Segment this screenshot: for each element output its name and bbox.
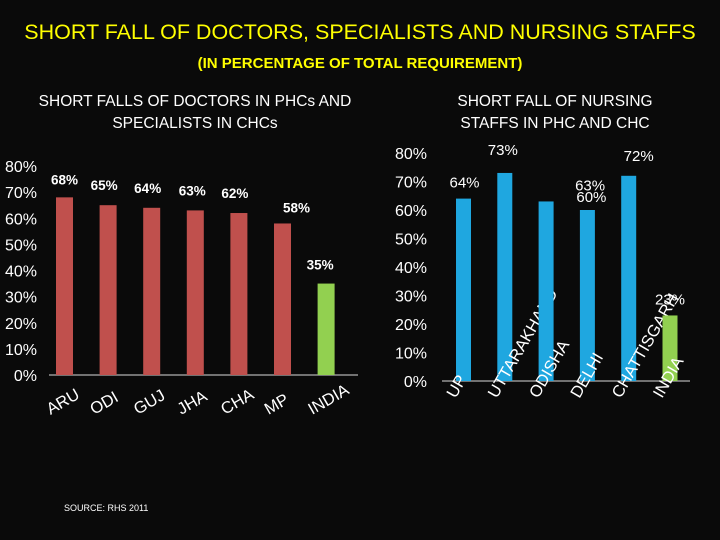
nursing-ytick: 60% <box>395 203 427 220</box>
doctors-bar <box>230 213 248 375</box>
nursing-data-label: 72% <box>624 148 654 165</box>
nursing-data-label: 64% <box>449 175 479 192</box>
nursing-ytick: 30% <box>395 289 427 306</box>
nursing-bar <box>579 210 595 381</box>
doctors-data-label: 62% <box>221 186 248 201</box>
doctors-data-label: 64% <box>134 181 161 196</box>
doctors-ytick: 80% <box>5 159 37 176</box>
nursing-data-label: 60% <box>576 189 606 206</box>
doctors-ytick: 70% <box>5 185 37 202</box>
doctors-ytick: 20% <box>5 316 37 333</box>
doctors-category-label: GUJ <box>131 386 169 418</box>
nursing-ytick: 70% <box>395 175 427 192</box>
doctors-ytick: 50% <box>5 237 37 254</box>
nursing-data-label: 73% <box>488 142 518 159</box>
nursing-ytick: 0% <box>404 374 427 391</box>
nursing-bar <box>662 315 678 381</box>
doctors-ytick: 10% <box>5 342 37 359</box>
nursing-bar <box>621 175 637 381</box>
nursing-ytick: 50% <box>395 232 427 249</box>
doctors-category-label: ARU <box>44 385 83 418</box>
source-note: SOURCE: RHS 2011 <box>64 503 149 513</box>
nursing-ytick: 40% <box>395 260 427 277</box>
doctors-ytick: 60% <box>5 211 37 228</box>
nursing-chart-title: SHORT FALL OF NURSING STAFFS IN PHC AND … <box>457 93 653 132</box>
nursing-category-label: INDIA <box>650 354 688 401</box>
page-title: SHORT FALL OF DOCTORS, SPECIALISTS AND N… <box>24 20 696 44</box>
nursing-ytick: 80% <box>395 146 427 163</box>
doctors-category-label: INDIA <box>305 381 352 419</box>
doctors-data-label: 63% <box>179 183 206 198</box>
doctors-chart-title: SHORT FALLS OF DOCTORS IN PHCs AND SPECI… <box>38 93 352 132</box>
doctors-data-label: 68% <box>51 172 78 187</box>
doctors-bar <box>99 205 117 375</box>
doctors-ytick: 40% <box>5 264 37 281</box>
doctors-data-label: 65% <box>91 178 118 193</box>
doctors-data-label: 35% <box>307 258 334 273</box>
nursing-bar <box>497 172 513 381</box>
doctors-bar <box>317 283 335 375</box>
nursing-data-label: 23% <box>655 291 685 308</box>
doctors-bar <box>143 207 161 375</box>
doctors-category-label: JHA <box>174 387 210 418</box>
doctors-bar <box>274 223 291 375</box>
doctors-category-label: ODI <box>87 388 121 418</box>
doctors-bar <box>56 197 73 375</box>
doctors-category-label: CHA <box>218 385 257 418</box>
doctors-category-label: MP <box>262 391 292 419</box>
page-subtitle: (IN PERCENTAGE OF TOTAL REQUIREMENT) <box>197 55 523 72</box>
nursing-bar <box>538 201 554 381</box>
nursing-category-label: DELHI <box>567 350 607 401</box>
nursing-ytick: 10% <box>395 346 427 363</box>
doctors-ytick: 30% <box>5 290 37 307</box>
doctors-data-label: 58% <box>283 200 310 215</box>
doctors-bar <box>186 210 204 375</box>
nursing-data-label: 63% <box>575 177 605 194</box>
nursing-ytick: 20% <box>395 317 427 334</box>
nursing-bar <box>456 198 471 381</box>
doctors-ytick: 0% <box>14 368 37 385</box>
